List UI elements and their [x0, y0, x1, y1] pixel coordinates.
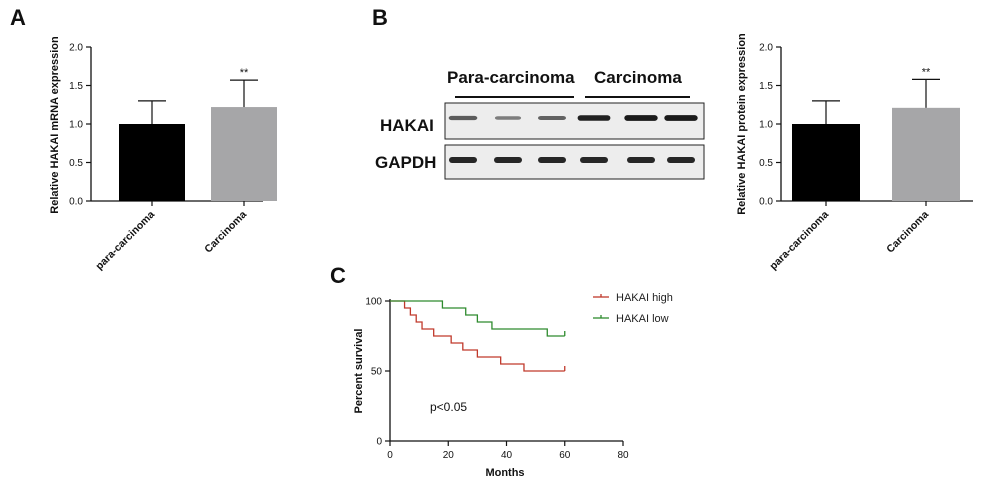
- group-label-para-carcinoma: Para-carcinoma: [447, 68, 575, 87]
- y-tick-label: 2.0: [69, 43, 83, 54]
- p-value-annotation: p<0.05: [430, 400, 467, 414]
- y-tick-label: 50: [371, 367, 383, 378]
- survival-line-hakai-high: [390, 300, 565, 372]
- band-hakai-lane-2: [494, 116, 522, 120]
- band-gapdh-lane-2: [494, 157, 522, 163]
- x-tick-label: 0: [387, 450, 393, 461]
- category-label: Carcinoma: [884, 209, 931, 256]
- y-tick-label: 100: [365, 297, 382, 308]
- legend: HAKAI high HAKAI low: [593, 292, 673, 325]
- legend-label-hakai-low: HAKAI low: [616, 313, 669, 325]
- band-hakai-lane-3: [538, 116, 566, 120]
- x-tick-label: 20: [443, 450, 455, 461]
- band-gapdh-lane-1: [449, 157, 477, 163]
- panel-label-c: C: [330, 263, 346, 288]
- panel-label-b: B: [372, 5, 388, 30]
- row-label-gapdh: GAPDH: [375, 153, 436, 172]
- y-tick-label: 0.0: [759, 197, 773, 208]
- bands-gapdh: [449, 157, 695, 163]
- y-tick-label: 1.0: [759, 120, 773, 131]
- group-label-carcinoma: Carcinoma: [594, 68, 682, 87]
- blot-strip-hakai: [444, 102, 705, 140]
- y-tick-label: 0.0: [69, 197, 83, 208]
- significance-marker: **: [240, 67, 249, 79]
- band-hakai-lane-4: [577, 115, 611, 121]
- panel-label-a: A: [10, 5, 26, 30]
- y-axis-label: Relative HAKAI protein expression: [736, 33, 748, 215]
- band-hakai-lane-6: [664, 115, 698, 121]
- y-tick-label: 2.0: [759, 43, 773, 54]
- bar-carcinoma: [892, 107, 960, 201]
- bar-carcinoma: [211, 107, 277, 201]
- survival-chart: Months Percent survival p<0.05 HAKAI hig…: [353, 292, 673, 479]
- band-hakai-lane-1: [448, 115, 478, 121]
- bar-para-carcinoma: [792, 124, 860, 201]
- band-gapdh-lane-6: [667, 157, 695, 163]
- y-axis-label: Relative HAKAI mRNA expression: [49, 36, 61, 214]
- x-tick-label: 80: [617, 450, 629, 461]
- significance-marker: **: [922, 66, 931, 78]
- western-blot: Para-carcinoma Carcinoma HAKAI GAPDH: [375, 68, 705, 180]
- x-tick-label: 60: [559, 450, 571, 461]
- y-tick-label: 0.5: [69, 158, 83, 169]
- legend-label-hakai-high: HAKAI high: [616, 292, 673, 304]
- band-gapdh-lane-5: [627, 157, 655, 163]
- category-label: Carcinoma: [202, 209, 249, 256]
- y-tick-label: 1.5: [69, 81, 83, 92]
- x-axis-label: Months: [485, 467, 524, 479]
- mrna-bar-chart: Relative HAKAI mRNA expression 0.0 0.5 1.0…: [49, 36, 277, 272]
- category-label: para-carcinoma: [767, 209, 831, 273]
- y-tick-label: 0.5: [759, 158, 773, 169]
- y-tick-label: 1.5: [759, 81, 773, 92]
- y-tick-label: 0: [376, 437, 382, 448]
- row-label-hakai: HAKAI: [380, 116, 434, 135]
- band-gapdh-lane-4: [580, 157, 608, 163]
- band-gapdh-lane-3: [538, 157, 566, 163]
- bands-hakai: [448, 115, 698, 121]
- x-tick-label: 40: [501, 450, 513, 461]
- band-hakai-lane-5: [624, 115, 658, 121]
- category-label: para-carcinoma: [93, 209, 157, 273]
- y-tick-label: 1.0: [69, 120, 83, 131]
- y-axis-label: Percent survival: [353, 329, 365, 414]
- bar-para-carcinoma: [119, 124, 185, 201]
- protein-bar-chart: Relative HAKAI protein expression 0.0 0.5…: [736, 33, 973, 272]
- survival-line-hakai-low: [390, 300, 565, 337]
- blot-strip-gapdh: [444, 144, 705, 180]
